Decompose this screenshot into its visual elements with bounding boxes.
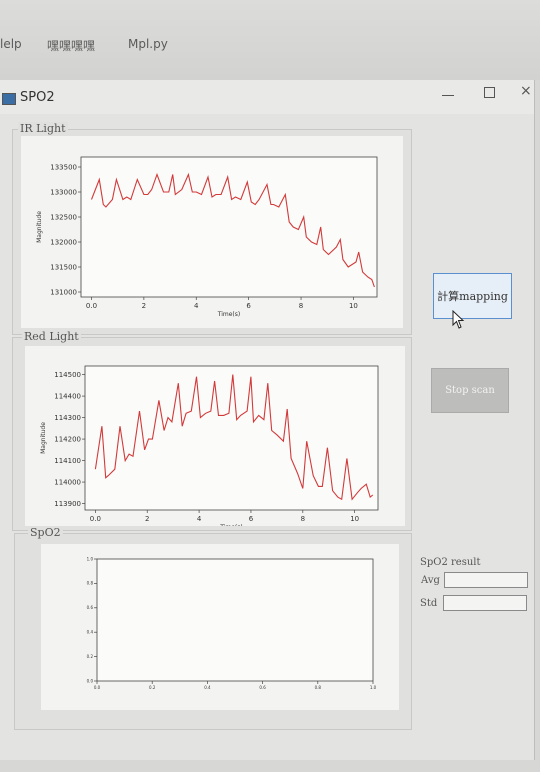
- spo2-plot-panel: 0.0 0.2 0.4 0.6 0.8 1.0 0.0 0.2 0.4 0.6 0.8 1.0: [41, 544, 399, 710]
- x-tick-label-5: 1.0: [370, 685, 377, 690]
- spo2-group: SpO2 0.0 0.2 0.4 0.6 0.8 1.0 0.0 0.2 0.4 0.6 0.8 1.…: [14, 526, 412, 730]
- x-tick-label-4: 8: [301, 515, 305, 523]
- y-tick-label-2: 132000: [50, 238, 77, 246]
- series-line: [94, 374, 374, 501]
- y-tick-label-3: 0.6: [87, 605, 94, 610]
- x-tick-label-5: 10: [349, 302, 358, 310]
- y-tick-label-1: 0.2: [87, 654, 94, 659]
- ir-light-chart: 0.0 2 4 6 8 10 131000 131500 132000 132500 133000 1…: [36, 156, 378, 318]
- x-tick-label-0: 0.0: [94, 685, 101, 690]
- mouse-cursor-icon: [452, 310, 465, 329]
- red-light-group-title: Red Light: [22, 330, 81, 343]
- ir-light-group-title: IR Light: [18, 122, 68, 135]
- x-tick-label-1: 0.2: [149, 685, 156, 690]
- y-axis-label: Magnitude: [36, 211, 43, 243]
- y-tick-label-2: 114100: [54, 457, 81, 465]
- x-tick-label-3: 0.6: [259, 685, 266, 690]
- x-tick-label-2: 4: [197, 515, 202, 523]
- red-light-group: Red Light 0.0 2 4 6 8 10 113900 114000 114100 114…: [12, 330, 412, 531]
- x-tick-label-0: 0.0: [86, 302, 97, 310]
- red-light-chart: 0.0 2 4 6 8 10 113900 114000 114100 114200 114300 1…: [40, 365, 379, 531]
- x-tick-label-1: 2: [145, 515, 149, 523]
- std-field[interactable]: [443, 595, 527, 611]
- close-icon[interactable]: ×: [520, 83, 532, 99]
- y-tick-label-4: 133000: [50, 188, 77, 196]
- app-icon: [2, 93, 16, 105]
- minimize-icon[interactable]: [442, 95, 454, 96]
- y-tick-label-2: 0.4: [87, 630, 94, 635]
- menu-bar: lelp 嘿嘿嘿嘿 Mpl.py: [0, 0, 540, 80]
- x-tick-label-3: 6: [249, 515, 254, 523]
- menu-item-mplpy[interactable]: Mpl.py: [128, 37, 168, 51]
- x-tick-label-0: 0.0: [90, 515, 101, 523]
- y-tick-label-4: 114300: [54, 414, 81, 422]
- red-light-plot-panel: 0.0 2 4 6 8 10 113900 114000 114100 114200 114300 1…: [25, 346, 405, 531]
- y-tick-label-1: 131500: [50, 263, 77, 271]
- x-tick-label-4: 0.8: [315, 685, 322, 690]
- spo2-group-title: SpO2: [28, 526, 63, 539]
- menu-item-help[interactable]: lelp: [0, 37, 22, 51]
- ir-light-plot-panel: 0.0 2 4 6 8 10 131000 131500 132000 132500 133000 1…: [21, 136, 403, 328]
- spo2-result-title: SpO2 result: [420, 557, 481, 568]
- series-line: [90, 172, 375, 288]
- y-tick-label-0: 0.0: [87, 678, 94, 683]
- spo2-chart: 0.0 0.2 0.4 0.6 0.8 1.0 0.0 0.2 0.4 0.6 0.8 1.0: [87, 556, 377, 690]
- y-axis-label: Magnitude: [40, 422, 47, 454]
- compute-mapping-button[interactable]: 計算mapping: [433, 273, 512, 319]
- spo2-window: SPO2 × IR Light 0.0 2 4 6 8 10 131000 131500 132…: [0, 80, 535, 760]
- y-tick-label-0: 113900: [54, 500, 81, 508]
- stop-scan-button[interactable]: Stop scan: [431, 368, 509, 413]
- std-label: Std: [420, 598, 438, 609]
- y-tick-label-5: 1.0: [87, 556, 94, 561]
- x-tick-label-1: 2: [142, 302, 146, 310]
- y-tick-label-3: 132500: [50, 213, 77, 221]
- y-tick-label-1: 114000: [54, 478, 81, 486]
- y-tick-label-5: 133500: [50, 163, 77, 171]
- x-tick-label-2: 4: [194, 302, 199, 310]
- y-tick-label-6: 114500: [54, 371, 81, 379]
- plot-frame: [80, 156, 378, 298]
- x-tick-label-2: 0.4: [204, 685, 211, 690]
- menu-item-analysis[interactable]: 嘿嘿嘿嘿: [47, 39, 96, 53]
- x-tick-label-3: 6: [246, 302, 251, 310]
- window-title: SPO2: [20, 90, 55, 105]
- avg-label: Avg: [421, 575, 440, 586]
- maximize-icon[interactable]: [484, 87, 495, 98]
- y-tick-label-4: 0.8: [87, 581, 94, 586]
- title-bar[interactable]: SPO2 ×: [0, 80, 534, 114]
- x-axis-label: Time(s): [219, 524, 243, 526]
- ir-light-group: IR Light 0.0 2 4 6 8 10 131000 131500 132000 1325…: [12, 122, 412, 335]
- y-tick-label-3: 114200: [54, 435, 81, 443]
- y-tick-label-5: 114400: [54, 392, 81, 400]
- avg-field[interactable]: [444, 572, 528, 588]
- y-tick-label-0: 131000: [50, 288, 77, 296]
- plot-frame: [96, 558, 374, 682]
- x-tick-label-5: 10: [350, 515, 359, 523]
- x-axis-label: Time(s): [217, 311, 241, 318]
- x-tick-label-4: 8: [299, 302, 303, 310]
